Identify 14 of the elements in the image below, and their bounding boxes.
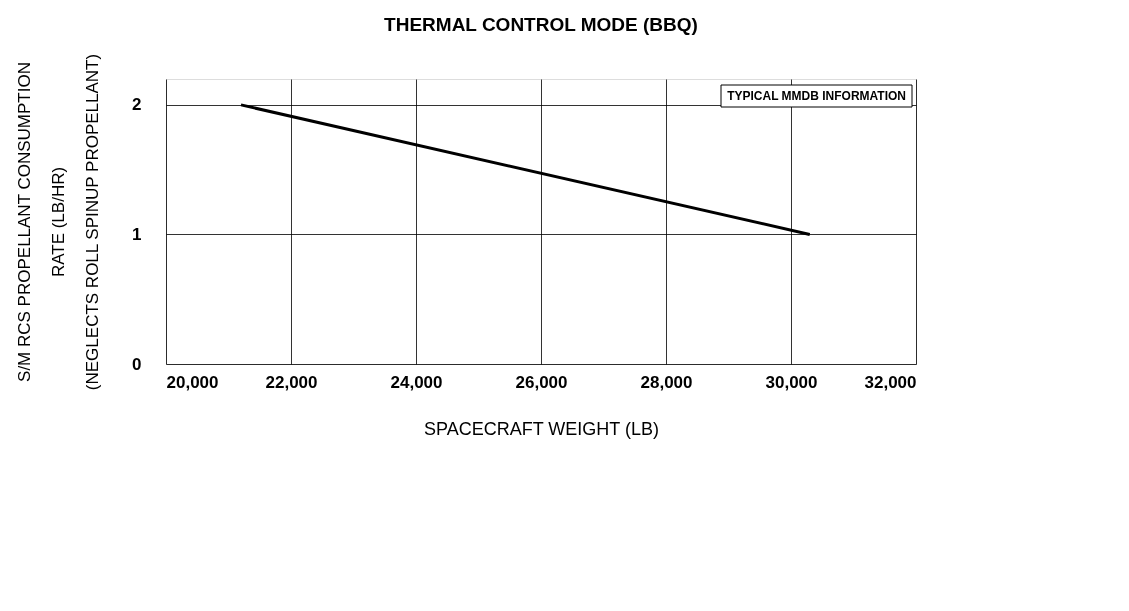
x-tick-label: 28,000 — [640, 372, 693, 392]
y-tick-label: 2 — [132, 95, 142, 115]
x-axis-title: SPACECRAFT WEIGHT (LB) — [423, 418, 660, 439]
x-tick-label: 30,000 — [765, 372, 818, 392]
y-tick-label: 0 — [132, 354, 142, 374]
x-tick-label: 26,000 — [515, 372, 568, 392]
chart-title: THERMAL CONTROL MODE (BBQ) — [384, 13, 698, 35]
x-tick-label: 22,000 — [265, 372, 318, 392]
y-axis-title: S/M RCS PROPELLANT CONSUMPTION RATE (LB/HR) (NEGLECTS ROLL SPINUP PROPELLANT) — [15, 53, 103, 391]
x-tick-label: 20,000 — [166, 372, 219, 392]
x-tick-label: 24,000 — [390, 372, 443, 392]
x-tick-label: 32,000 — [864, 372, 917, 392]
annotation: TYPICAL MMDB INFORMATION — [727, 89, 906, 103]
y-tick-label: 1 — [132, 224, 142, 244]
